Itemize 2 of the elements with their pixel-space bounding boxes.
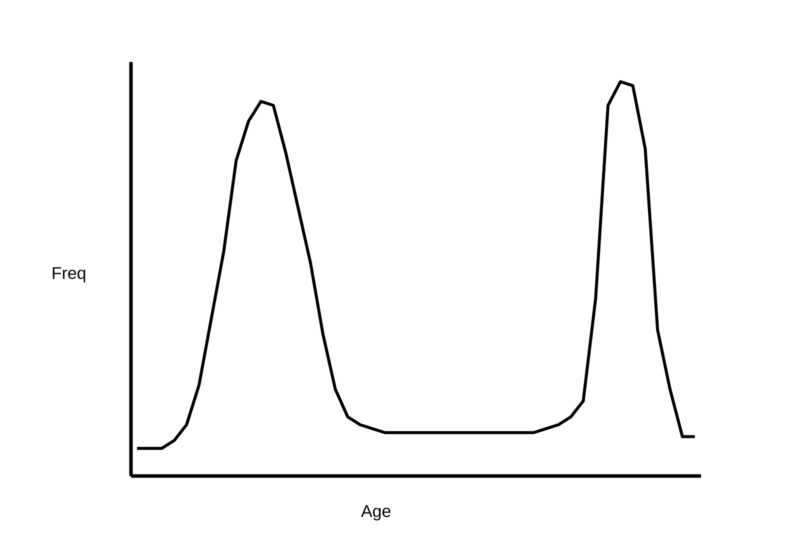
x-axis-title: Age <box>361 505 390 520</box>
y-axis-title: Freq <box>52 267 86 282</box>
